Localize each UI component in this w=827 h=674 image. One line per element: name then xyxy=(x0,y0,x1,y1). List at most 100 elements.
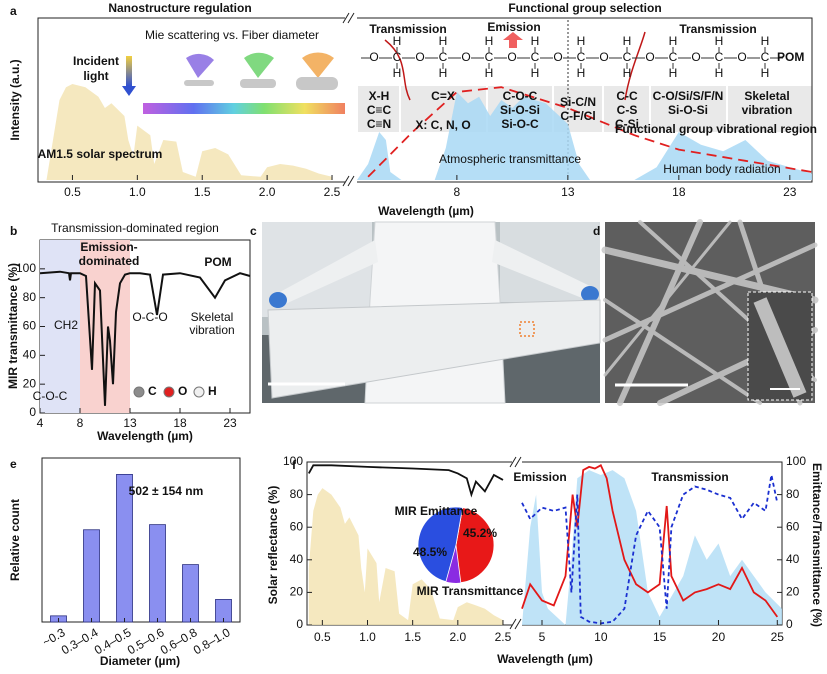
atom: O xyxy=(645,50,654,64)
atom: C xyxy=(393,50,402,64)
x-tick-label: 1.5 xyxy=(404,630,421,644)
x-tick-label: 2.0 xyxy=(449,630,466,644)
atom: O xyxy=(369,50,378,64)
atom: H xyxy=(761,66,770,80)
y-tick-label: 20 xyxy=(23,376,37,390)
x-tick-label: 8 xyxy=(77,416,84,430)
y-tick-label: 60 xyxy=(290,519,304,533)
atom: H xyxy=(531,34,540,48)
spectrum-bar xyxy=(143,103,345,114)
zoom-box xyxy=(519,321,535,337)
group-label: Si-O-C xyxy=(501,117,539,131)
y-axis-label: Intensity (a.u.) xyxy=(8,59,22,140)
x-axis-label: Diameter (µm) xyxy=(100,654,180,668)
y-tick-label: 40 xyxy=(23,348,37,362)
atom-legend-marker xyxy=(133,386,145,398)
x-tick-label: 2.5 xyxy=(324,185,341,199)
x-tick-label: 10 xyxy=(594,630,608,644)
group-label: C-O-C xyxy=(503,89,538,103)
section-title: Functional group selection xyxy=(508,1,661,15)
atom: H xyxy=(439,66,448,80)
series-area xyxy=(308,488,503,625)
x-axis-label: Wavelength (µm) xyxy=(497,652,593,666)
atom: H xyxy=(761,34,770,48)
chain-label: Transmission xyxy=(679,22,756,36)
region-label: Functional group vibrational region xyxy=(615,122,817,136)
group-label: Si-C/N xyxy=(560,95,596,109)
x-tick-label: 18 xyxy=(672,185,686,199)
y2-tick-label: 20 xyxy=(786,585,800,599)
y2-tick-label: 60 xyxy=(786,519,800,533)
incident-beam xyxy=(126,56,132,86)
chart-annotation: 502 ± 154 nm xyxy=(129,484,204,498)
photo-lab xyxy=(262,221,601,404)
atom: C xyxy=(669,50,678,64)
group-label: Skeletal xyxy=(744,89,789,103)
x-tick-label: 1.0 xyxy=(129,185,146,199)
group-label: Si-O-Si xyxy=(500,103,540,117)
sem-image xyxy=(601,219,819,406)
atom: H xyxy=(715,66,724,80)
x-tick-label: 2.5 xyxy=(495,630,512,644)
x-tick-label: 0.8–1.0 xyxy=(191,625,233,657)
fiber-icon xyxy=(184,80,214,86)
group-label: C=X xyxy=(431,89,455,103)
group-label: C≡C xyxy=(367,103,392,117)
atom: H xyxy=(577,66,586,80)
group-band xyxy=(358,86,812,132)
atom-legend-marker xyxy=(163,386,175,398)
panel-letter: e xyxy=(10,457,17,471)
group-label: C-O/Si/S/F/N xyxy=(653,89,724,103)
group-label: X: C, N, O xyxy=(415,118,470,132)
atom: C xyxy=(531,50,540,64)
chain-label: Transmission xyxy=(369,22,446,36)
series-line xyxy=(308,464,504,498)
y2-tick-label: 40 xyxy=(786,552,800,566)
scatter-fan xyxy=(302,52,334,78)
atom: O xyxy=(461,50,470,64)
glove xyxy=(269,292,287,308)
annotation: O-C-O xyxy=(132,310,167,324)
region xyxy=(40,240,80,413)
y-axis-label: MIR transmittance (%) xyxy=(6,263,20,389)
x-tick-label: 15 xyxy=(653,630,667,644)
group-label: C-C xyxy=(616,89,638,103)
pie-slice xyxy=(417,506,464,583)
chain-label: Emission xyxy=(487,20,540,34)
x-tick-label: 1.0 xyxy=(359,630,376,644)
group-label: Si-O-Si xyxy=(668,103,708,117)
x-tick-label: 5 xyxy=(539,630,546,644)
panel-letter: a xyxy=(10,4,17,18)
atom: C xyxy=(715,50,724,64)
x-tick-label: 2.0 xyxy=(259,185,276,199)
group-label: vibration xyxy=(742,103,793,117)
series-label: AM1.5 solar spectrum xyxy=(38,147,163,161)
x-tick-label: 0.5 xyxy=(64,185,81,199)
y-axis-label: Relative count xyxy=(8,499,22,581)
x-tick-label: 4 xyxy=(37,416,44,430)
y-tick-label: 60 xyxy=(23,319,37,333)
atom: H xyxy=(393,34,402,48)
atom-legend-label: C xyxy=(148,384,157,398)
group-label: X-H xyxy=(369,89,390,103)
y-tick-label: 100 xyxy=(283,454,303,468)
bar xyxy=(83,529,100,623)
x-tick-label: 25 xyxy=(771,630,785,644)
atom: H xyxy=(393,66,402,80)
x-tick-label: 20 xyxy=(712,630,726,644)
region-label: Transmission-dominated region xyxy=(51,221,219,235)
series-area xyxy=(46,84,333,180)
atom-legend-marker xyxy=(193,386,205,398)
panel-letter: c xyxy=(250,224,257,238)
fiber xyxy=(603,220,732,377)
section-title: Nanostructure regulation xyxy=(108,1,251,15)
y-tick-label: 0 xyxy=(29,405,36,419)
atom: H xyxy=(623,34,632,48)
atom: H xyxy=(439,34,448,48)
y2-tick-label: 80 xyxy=(786,487,800,501)
beam-arrow xyxy=(122,86,136,96)
annotation: vibration xyxy=(189,323,234,337)
frame xyxy=(37,17,813,183)
pie-label: MIR Emittance xyxy=(395,504,478,518)
